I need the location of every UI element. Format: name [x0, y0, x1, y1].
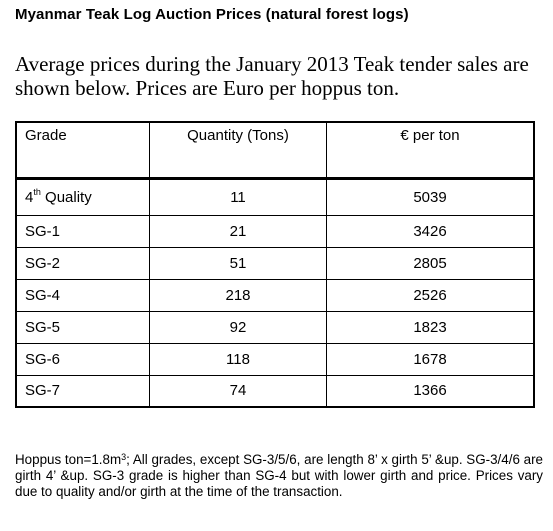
footnote-part-2: ; All grades, except SG-3/5/6, are lengt… — [15, 452, 543, 499]
page-heading: Myanmar Teak Log Auction Prices (natural… — [15, 6, 409, 23]
cell-price: 2526 — [326, 278, 535, 312]
cell-price: 1678 — [326, 342, 535, 376]
grade-superscript: th — [33, 186, 41, 197]
table-row: SG-7 74 1366 — [15, 374, 535, 408]
cell-price: 5039 — [326, 177, 535, 216]
header-grade: Grade — [15, 121, 150, 179]
cell-grade: SG-5 — [15, 310, 150, 344]
table-header-row: Grade Quantity (Tons) € per ton — [15, 121, 535, 179]
footnote-superscript: 3 — [121, 452, 127, 462]
header-quantity: Quantity (Tons) — [149, 121, 327, 179]
cell-price: 1823 — [326, 310, 535, 344]
table-row: SG-4 218 2526 — [15, 278, 535, 312]
cell-quantity: 74 — [149, 374, 327, 408]
cell-grade: SG-6 — [15, 342, 150, 376]
cell-price: 3426 — [326, 214, 535, 248]
cell-quantity: 51 — [149, 246, 327, 280]
cell-quantity: 118 — [149, 342, 327, 376]
intro-paragraph: Average prices during the January 2013 T… — [15, 52, 529, 100]
cell-quantity: 218 — [149, 278, 327, 312]
grade-number: 4 — [25, 188, 34, 206]
cell-quantity: 21 — [149, 214, 327, 248]
cell-grade: 4th Quality — [15, 177, 150, 216]
cell-price: 2805 — [326, 246, 535, 280]
table-row: SG-1 21 3426 — [15, 214, 535, 248]
table-row: SG-6 118 1678 — [15, 342, 535, 376]
table-row: 4th Quality 11 5039 — [15, 177, 535, 216]
cell-quantity: 11 — [149, 177, 327, 216]
cell-grade: SG-2 — [15, 246, 150, 280]
footnote: Hoppus ton=1.8m3; All grades, except SG-… — [15, 452, 543, 500]
cell-quantity: 92 — [149, 310, 327, 344]
cell-price: 1366 — [326, 374, 535, 408]
price-table: Grade Quantity (Tons) € per ton 4th Qual… — [15, 121, 535, 408]
table-row: SG-5 92 1823 — [15, 310, 535, 344]
footnote-part-1: Hoppus ton=1.8m — [15, 452, 122, 467]
cell-grade: SG-7 — [15, 374, 150, 408]
grade-suffix: Quality — [40, 188, 92, 206]
table-row: SG-2 51 2805 — [15, 246, 535, 280]
header-price: € per ton — [326, 121, 535, 179]
cell-grade: SG-1 — [15, 214, 150, 248]
cell-grade: SG-4 — [15, 278, 150, 312]
